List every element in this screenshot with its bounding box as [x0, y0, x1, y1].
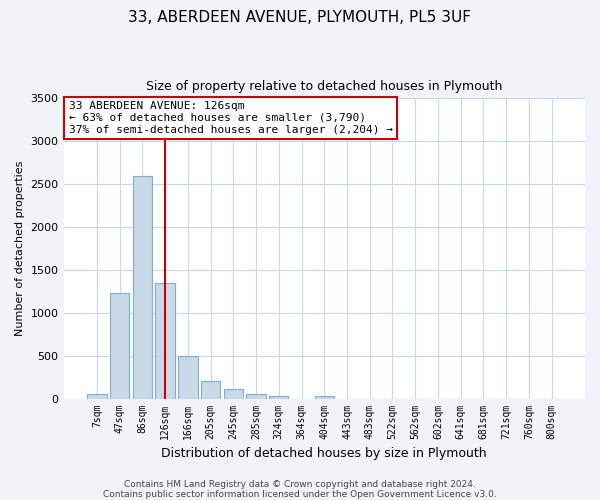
Text: Contains public sector information licensed under the Open Government Licence v3: Contains public sector information licen…: [103, 490, 497, 499]
Bar: [224, 389, 243, 398]
Title: Size of property relative to detached houses in Plymouth: Size of property relative to detached ho…: [146, 80, 502, 93]
Bar: [269, 396, 289, 398]
Y-axis label: Number of detached properties: Number of detached properties: [15, 161, 25, 336]
Bar: [201, 382, 220, 398]
X-axis label: Distribution of detached houses by size in Plymouth: Distribution of detached houses by size …: [161, 447, 487, 460]
Bar: [155, 283, 175, 399]
Text: 33, ABERDEEN AVENUE, PLYMOUTH, PL5 3UF: 33, ABERDEEN AVENUE, PLYMOUTH, PL5 3UF: [128, 10, 472, 25]
Bar: [133, 176, 152, 398]
Bar: [314, 396, 334, 398]
Bar: [178, 356, 197, 399]
Bar: [87, 394, 107, 398]
Bar: [247, 394, 266, 398]
Text: Contains HM Land Registry data © Crown copyright and database right 2024.: Contains HM Land Registry data © Crown c…: [124, 480, 476, 489]
Text: 33 ABERDEEN AVENUE: 126sqm
← 63% of detached houses are smaller (3,790)
37% of s: 33 ABERDEEN AVENUE: 126sqm ← 63% of deta…: [69, 102, 393, 134]
Bar: [110, 293, 130, 399]
